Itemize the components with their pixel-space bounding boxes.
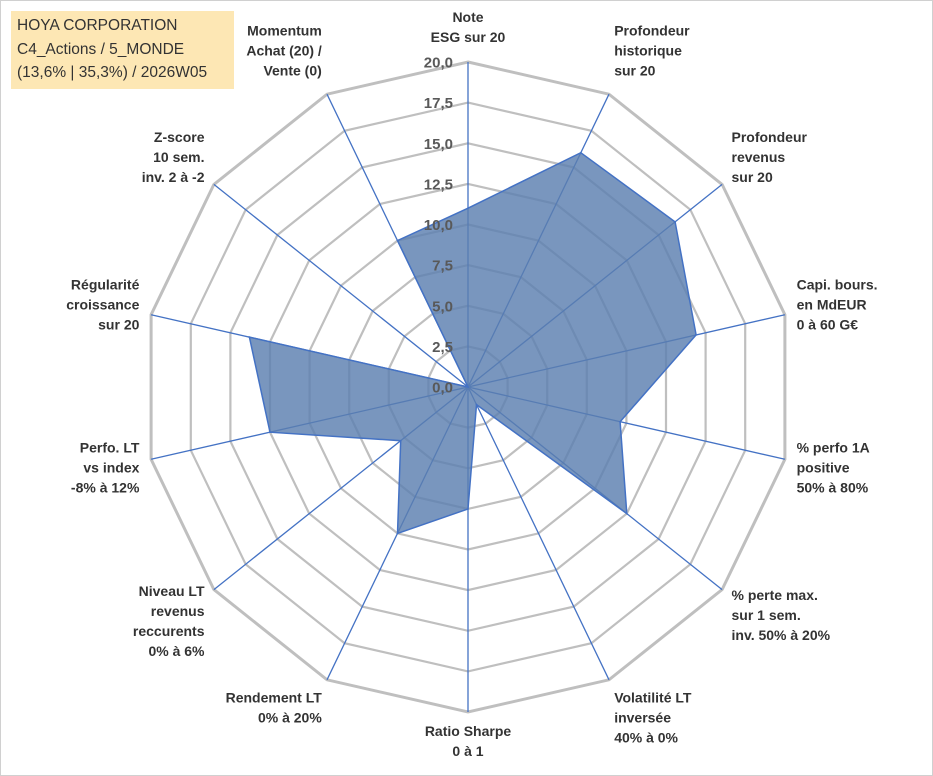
- axis-label-9-line-1: revenus: [151, 603, 205, 619]
- header-stats-week: (13,6% | 35,3%) / 2026W05: [17, 64, 208, 81]
- axis-spoke-6: [467, 386, 610, 681]
- axis-label-13-line-0: Momentum: [247, 22, 322, 38]
- axis-label-2: Profondeur revenus sur 20: [732, 129, 808, 185]
- tick-label-8: 20,0: [424, 55, 453, 72]
- series-point-13: [396, 239, 399, 242]
- axis-label-8-line-0: Rendement LT: [226, 690, 323, 706]
- axis-label-11-line-2: sur 20: [98, 316, 139, 332]
- axis-label-12-line-0: Z-score: [154, 129, 205, 145]
- header-portfolio: C4_Actions / 5_MONDE: [17, 40, 185, 58]
- tick-label-3: 7,5: [432, 258, 453, 275]
- axis-label-8: Rendement LT 0% à 20%: [226, 690, 323, 726]
- axis-label-4-line-2: 50% à 80%: [797, 480, 869, 496]
- axis-label-6-line-2: 40% à 0%: [614, 730, 678, 746]
- axis-label-9-line-3: 0% à 6%: [148, 643, 205, 659]
- axis-label-1-line-0: Profondeur: [614, 22, 690, 38]
- series-point-7: [467, 508, 469, 510]
- series-point-12: [467, 386, 469, 388]
- axis-label-0: Note ESG sur 20: [431, 9, 506, 45]
- tick-label-6: 15,0: [424, 136, 453, 153]
- series-point-4: [619, 420, 621, 423]
- radar-series: [248, 151, 697, 535]
- axis-label-11: Régularité croissance sur 20: [66, 276, 139, 332]
- series-point-9: [399, 439, 402, 442]
- series-point-2: [674, 221, 676, 223]
- series-point-8: [396, 532, 399, 535]
- series-point-0: [467, 207, 469, 209]
- axis-label-9: Niveau LT revenus reccurents 0% à 6%: [133, 583, 205, 659]
- radar-tick-labels: 0,0 2,5 5,0 7,5 10,0 12,5 15,0 17,5 20,0: [424, 55, 453, 397]
- header-company-name: HOYA CORPORATION: [17, 17, 178, 34]
- axis-label-11-line-1: croissance: [66, 296, 139, 312]
- axis-label-4-line-0: % perfo 1A: [797, 440, 870, 456]
- axis-label-10-line-0: Perfo. LT: [80, 440, 140, 456]
- axis-label-6-line-0: Volatilité LT: [614, 690, 692, 706]
- axis-label-5: % perte max. sur 1 sem. inv. 50% à 20%: [732, 587, 831, 643]
- axis-label-13-line-2: Vente (0): [263, 62, 321, 78]
- series-point-3: [695, 334, 697, 336]
- tick-label-0: 0,0: [432, 380, 453, 397]
- axis-label-7-line-0: Ratio Sharpe: [425, 723, 512, 739]
- radar-axis-labels: Note ESG sur 20 Profondeur historique sur 20…: [66, 9, 877, 759]
- axis-label-4: % perfo 1A positive 50% à 80%: [797, 440, 870, 496]
- axis-label-6: Volatilité LT inversée 40% à 0%: [614, 690, 692, 746]
- axis-label-10-line-1: vs index: [83, 460, 139, 476]
- axis-label-3: Capi. bours. en MdEUR 0 à 60 G€: [797, 276, 878, 332]
- axis-label-13-line-1: Achat (20) /: [246, 42, 322, 58]
- series-point-10: [269, 431, 271, 434]
- series-point-5: [626, 512, 628, 515]
- axis-label-6-line-1: inversée: [614, 710, 671, 726]
- axis-label-9-line-2: reccurents: [133, 623, 205, 639]
- axis-label-3-line-2: 0 à 60 G€: [797, 316, 859, 332]
- tick-label-7: 17,5: [424, 95, 453, 112]
- axis-label-12-line-2: inv. 2 à -2: [142, 169, 205, 185]
- axis-label-5-line-0: % perte max.: [732, 587, 818, 603]
- axis-label-1-line-2: sur 20: [614, 62, 655, 78]
- tick-label-2: 5,0: [432, 298, 453, 315]
- axis-label-7-line-1: 0 à 1: [452, 743, 483, 759]
- tick-label-4: 10,0: [424, 217, 453, 234]
- axis-label-1-line-1: historique: [614, 42, 682, 58]
- axis-label-2-line-2: sur 20: [732, 169, 773, 185]
- axis-label-3-line-0: Capi. bours.: [797, 276, 878, 292]
- axis-label-10-line-2: -8% à 12%: [71, 480, 140, 496]
- axis-label-11-line-0: Régularité: [71, 276, 140, 292]
- series-point-11: [248, 336, 251, 338]
- axis-label-4-line-1: positive: [797, 460, 850, 476]
- series-point-1: [580, 151, 582, 154]
- axis-label-13: Momentum Achat (20) / Vente (0): [246, 22, 322, 78]
- axis-label-12-line-1: 10 sem.: [153, 149, 204, 165]
- axis-label-2-line-0: Profondeur: [732, 129, 808, 145]
- axis-label-10: Perfo. LT vs index -8% à 12%: [71, 440, 140, 496]
- axis-label-7: Ratio Sharpe 0 à 1: [425, 723, 512, 759]
- axis-label-3-line-1: en MdEUR: [797, 296, 867, 312]
- chart-header-box: HOYA CORPORATION C4_Actions / 5_MONDE (1…: [11, 11, 234, 89]
- axis-label-5-line-2: inv. 50% à 20%: [732, 627, 831, 643]
- tick-label-5: 12,5: [424, 176, 453, 193]
- series-area-0: [248, 151, 697, 535]
- axis-label-1: Profondeur historique sur 20: [614, 22, 690, 78]
- axis-label-0-line-0: Note: [452, 9, 483, 25]
- axis-spoke-12: [213, 183, 469, 388]
- tick-label-1: 2,5: [432, 339, 453, 356]
- axis-label-0-line-1: ESG sur 20: [431, 29, 506, 45]
- axis-label-12: Z-score 10 sem. inv. 2 à -2: [142, 129, 205, 185]
- series-point-6: [475, 403, 478, 406]
- axis-label-5-line-1: sur 1 sem.: [732, 607, 801, 623]
- axis-label-8-line-1: 0% à 20%: [258, 710, 322, 726]
- axis-label-9-line-0: Niveau LT: [139, 583, 205, 599]
- axis-label-2-line-1: revenus: [732, 149, 786, 165]
